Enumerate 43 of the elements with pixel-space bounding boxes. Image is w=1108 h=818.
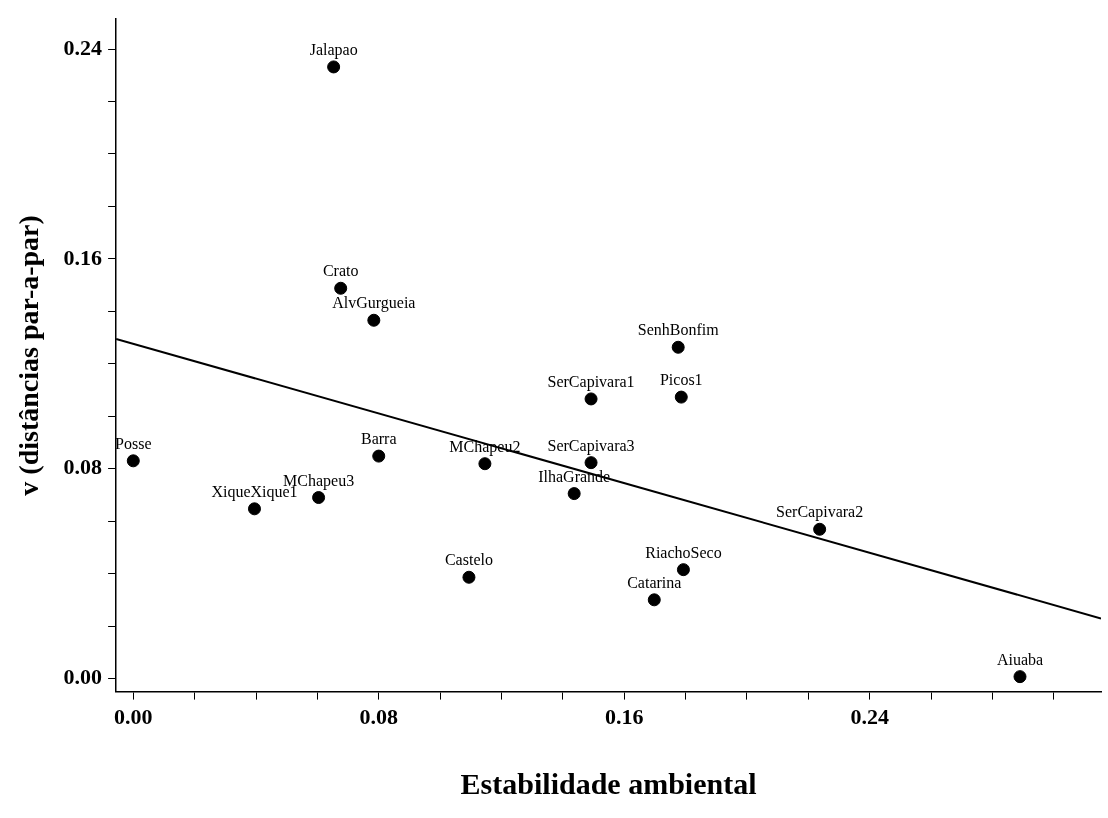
y-tick-label: 0.08 — [63, 454, 103, 480]
annotation: Aiuaba — [996, 650, 1044, 668]
point — [813, 522, 827, 536]
annotation: SerCapivara3 — [547, 436, 635, 455]
annotation: IlhaGrande — [538, 467, 611, 485]
annotation: AlvGurgueia — [332, 294, 416, 313]
y-tick-label: 0.00 — [63, 664, 103, 690]
annotation: Jalapao — [309, 41, 358, 60]
point — [584, 392, 598, 406]
point — [126, 454, 140, 468]
annotation: Barra — [360, 430, 397, 448]
point — [584, 456, 598, 470]
x-tick-label: 0.24 — [850, 704, 889, 730]
point — [647, 593, 661, 607]
y-tick-label: 0.16 — [63, 244, 103, 270]
annotation: SerCapivara1 — [547, 373, 635, 392]
annotation: Crato — [322, 262, 359, 280]
x-tick-label: 0.00 — [114, 704, 153, 730]
annotation: RiachoSeco — [645, 543, 722, 561]
x-axis-title: Estabilidade ambiental — [460, 766, 757, 800]
annotation: Picos1 — [659, 371, 703, 389]
point — [674, 390, 688, 404]
point — [367, 313, 381, 327]
point — [478, 457, 492, 471]
point — [462, 570, 476, 584]
point — [247, 502, 261, 516]
point — [372, 449, 386, 463]
point — [671, 340, 685, 354]
point — [676, 563, 690, 577]
annotation: Catarina — [627, 574, 682, 592]
y-tick-label: 0.24 — [63, 34, 103, 60]
x-tick-label: 0.16 — [604, 704, 644, 730]
annotation: SenhBonfim — [637, 321, 720, 339]
point — [312, 491, 326, 505]
x-tick-label: 0.08 — [359, 704, 398, 730]
annotation: Castelo — [444, 551, 493, 569]
y-axis-title: v (distâncias par-a-par) — [13, 215, 45, 496]
point — [334, 281, 348, 295]
point — [327, 60, 341, 74]
point — [1013, 670, 1027, 684]
annotation: SerCapivara2 — [776, 503, 864, 522]
annotation: Posse — [115, 435, 152, 453]
point — [567, 487, 581, 501]
